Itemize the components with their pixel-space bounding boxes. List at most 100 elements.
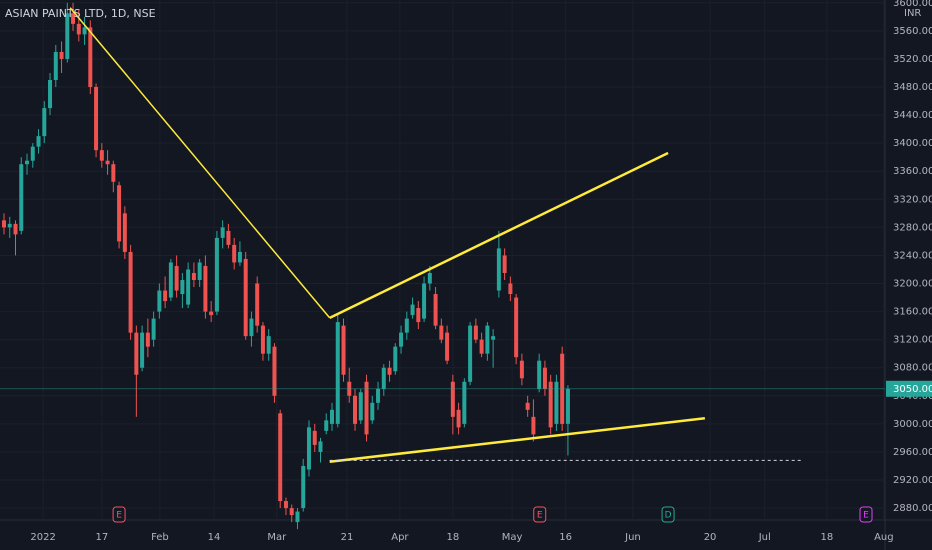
chart-title: ASIAN PAINTS LTD, 1D, NSE	[5, 7, 156, 20]
last-price-box	[886, 380, 932, 397]
candle-body	[370, 402, 375, 421]
x-tick-label: May	[502, 532, 523, 543]
currency-label: INR	[904, 8, 921, 19]
candle-body	[422, 283, 427, 319]
candle-body	[554, 381, 559, 424]
candle-body	[99, 150, 104, 161]
trend-line	[329, 417, 706, 463]
candle-body	[151, 318, 156, 340]
candle-body	[404, 318, 409, 333]
candle-body	[214, 237, 219, 312]
candle-body	[191, 272, 196, 280]
candle-body	[548, 381, 553, 428]
candle-body	[1, 220, 6, 228]
event-badge	[859, 506, 873, 523]
x-tick-label: 18	[446, 532, 459, 543]
candle-body	[19, 164, 24, 231]
candle-body	[542, 367, 547, 389]
candle-body	[491, 336, 496, 340]
candle-body	[13, 223, 18, 235]
axes: 2880.002920.002960.003000.003040.003080.…	[30, 0, 932, 543]
candle-body	[243, 258, 248, 337]
candle-body	[59, 51, 64, 59]
candle-body	[209, 311, 214, 316]
candle-body	[479, 339, 484, 354]
candle-body	[456, 409, 461, 428]
x-tick-label: 14	[208, 532, 221, 543]
candle-body	[312, 430, 317, 445]
candle-body	[502, 255, 507, 273]
x-tick-label: Mar	[267, 532, 287, 543]
candle-body	[88, 27, 93, 88]
candle-body	[358, 392, 363, 421]
candle-body	[399, 332, 404, 347]
candle-body	[134, 332, 139, 375]
x-tick-label: 21	[341, 532, 354, 543]
candle-body	[117, 185, 122, 242]
y-tick-label: 3360.00	[893, 166, 932, 177]
candle-body	[306, 427, 311, 470]
trend-line	[69, 7, 331, 319]
candle-body	[48, 80, 53, 109]
candle-body	[25, 160, 30, 165]
candle-body	[393, 346, 398, 372]
candle-body	[220, 227, 225, 238]
y-tick-label: 3440.00	[893, 110, 932, 121]
y-tick-label: 3120.00	[893, 335, 932, 346]
candle-body	[232, 244, 237, 263]
candle-body	[255, 283, 260, 326]
x-tick-label: Jun	[624, 532, 641, 543]
candle-body	[249, 318, 254, 337]
candle-body	[7, 223, 12, 228]
x-tick-label: Jul	[758, 532, 771, 543]
candle-body	[145, 332, 150, 347]
event-badge	[533, 506, 547, 523]
candle-body	[283, 501, 288, 509]
candle-body	[94, 87, 99, 151]
y-tick-label: 3320.00	[893, 194, 932, 205]
candle-body	[468, 325, 473, 382]
candle-body	[387, 367, 392, 375]
candle-body	[462, 381, 467, 424]
candle-body	[335, 322, 340, 424]
y-tick-label: 3560.00	[893, 26, 932, 37]
y-tick-label: 3520.00	[893, 54, 932, 65]
y-tick-label: 3280.00	[893, 222, 932, 233]
candle-body	[427, 272, 432, 284]
candle-body	[301, 465, 306, 509]
candle-body	[353, 395, 358, 424]
candle-body	[330, 409, 335, 424]
y-tick-label: 3160.00	[893, 307, 932, 318]
candle-body	[525, 402, 530, 410]
candle-body	[163, 290, 168, 302]
candle-body	[260, 325, 265, 354]
last-price-label: 3050.00	[893, 384, 932, 395]
candle-body	[128, 251, 133, 333]
candle-body	[71, 13, 76, 24]
candle-body	[105, 160, 110, 165]
y-tick-label: 3480.00	[893, 82, 932, 93]
candle-body	[519, 360, 524, 379]
candle-body	[111, 164, 116, 182]
candle-body	[36, 136, 41, 147]
candle-body	[537, 360, 542, 389]
x-tick-label: 16	[559, 532, 572, 543]
candle-body	[381, 367, 386, 389]
candle-body	[341, 325, 346, 375]
y-tick-label: 3000.00	[893, 419, 932, 430]
candle-body	[531, 416, 536, 435]
candle-body	[272, 346, 277, 396]
x-tick-label: Aug	[874, 532, 894, 543]
candle-body	[237, 251, 242, 263]
candle-body	[157, 290, 162, 312]
candle-body	[416, 308, 421, 323]
x-tick-label: Apr	[391, 532, 409, 543]
candle-body	[82, 27, 87, 35]
candle-body	[122, 213, 127, 252]
candle-body	[226, 230, 231, 245]
candle-body	[364, 381, 369, 435]
event-badge	[661, 506, 675, 523]
y-tick-label: 3400.00	[893, 138, 932, 149]
